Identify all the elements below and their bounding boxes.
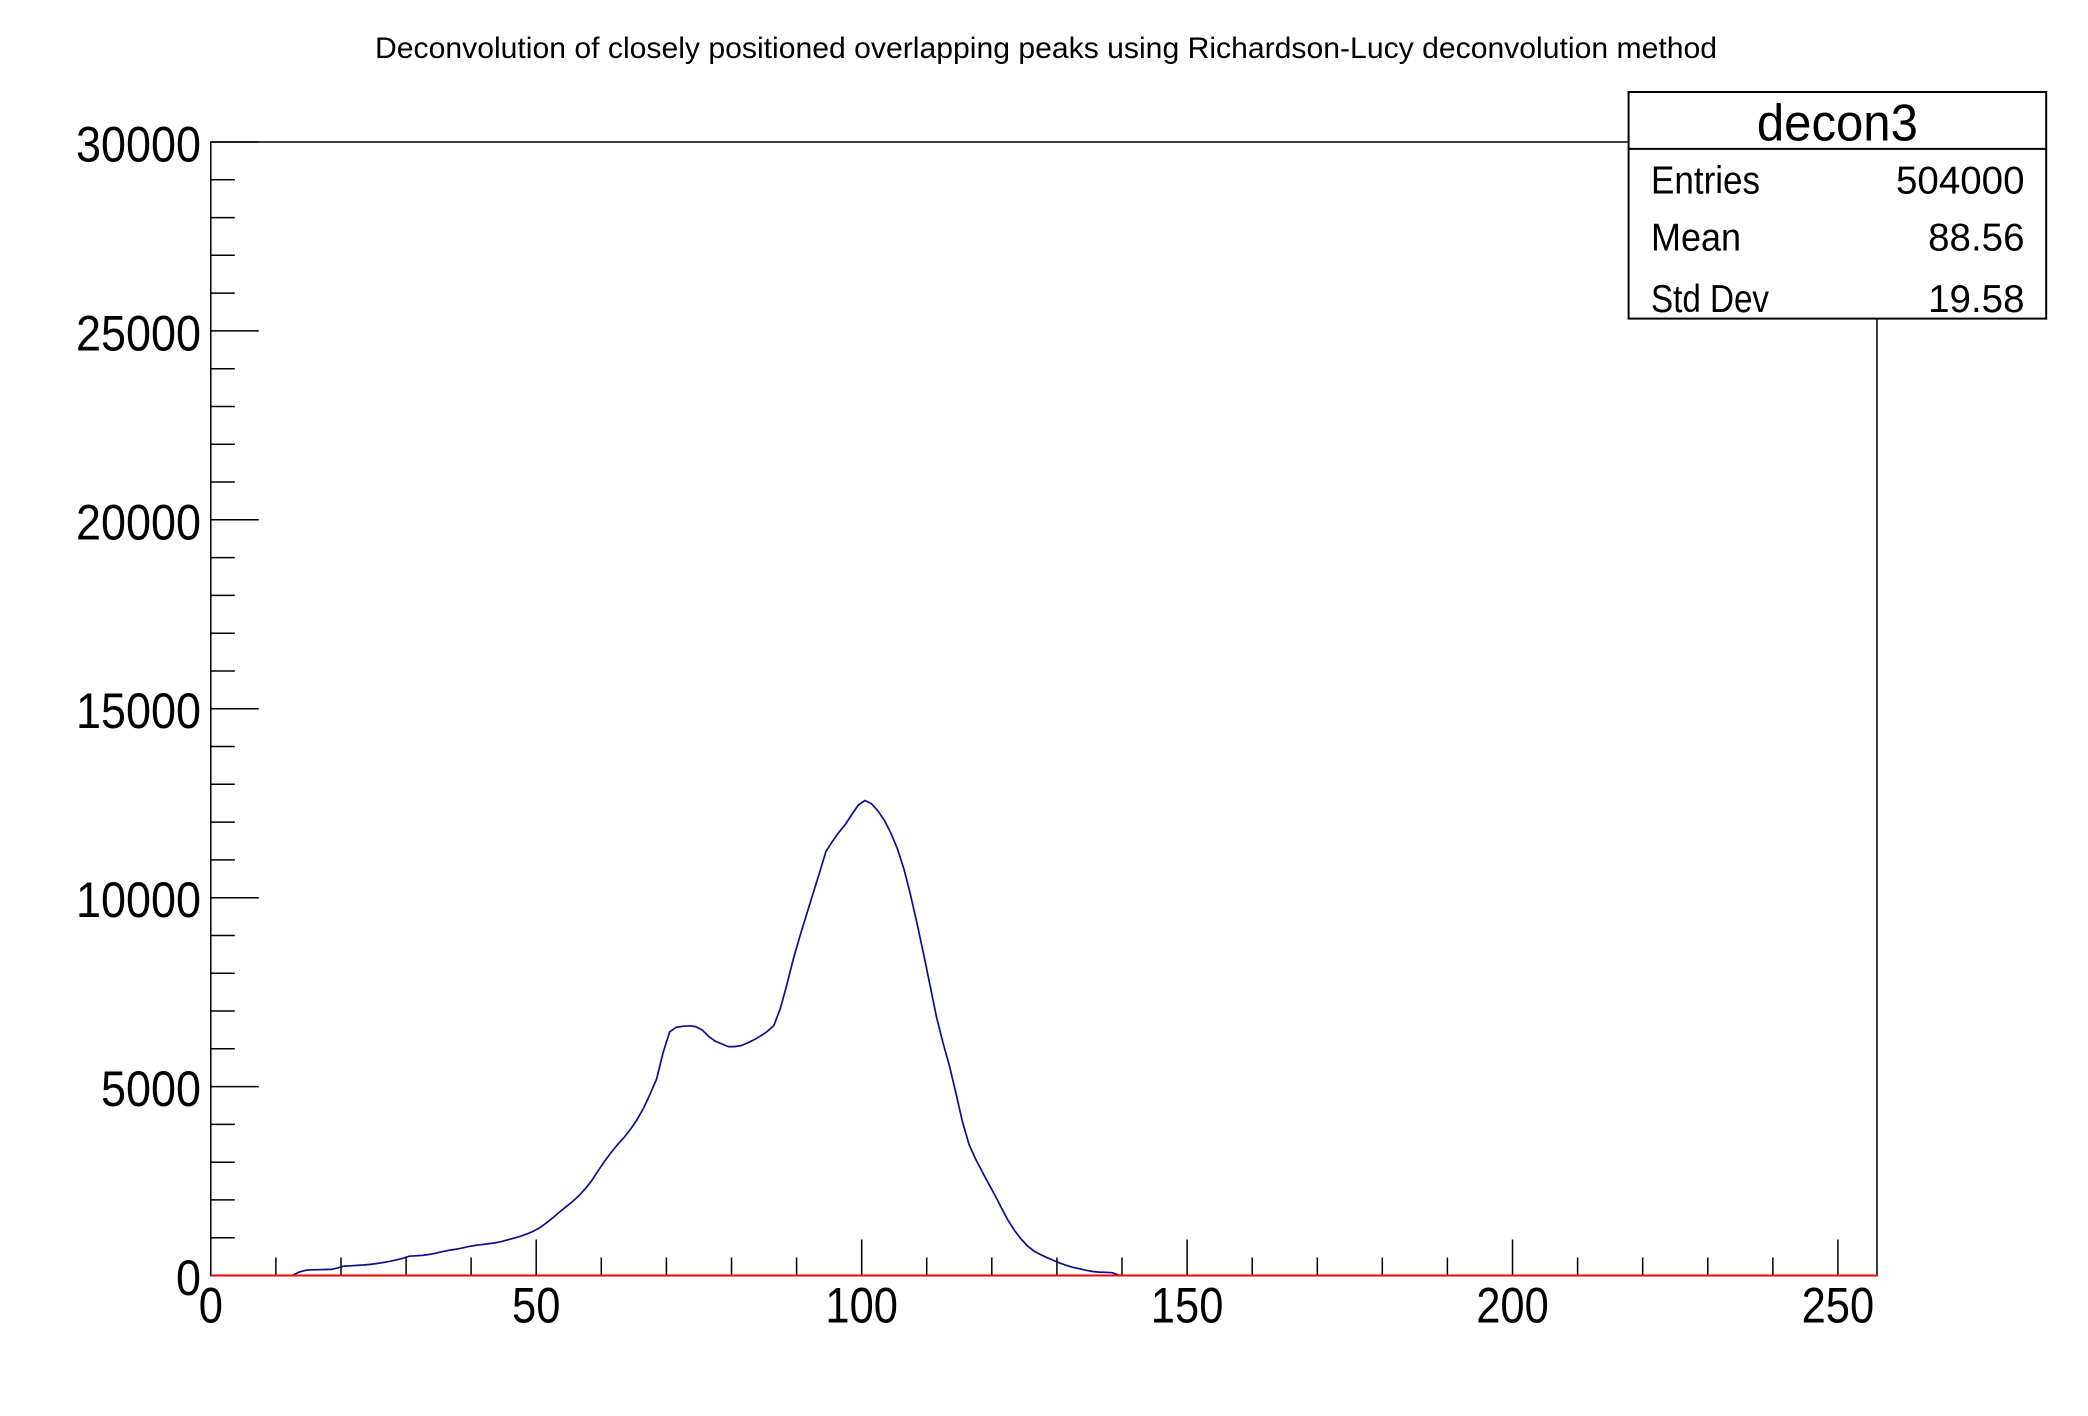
svg-text:5000: 5000 xyxy=(101,1061,201,1117)
svg-text:150: 150 xyxy=(1151,1278,1224,1334)
svg-text:Mean: Mean xyxy=(1651,217,1741,260)
svg-text:Entries: Entries xyxy=(1651,160,1760,203)
svg-text:10000: 10000 xyxy=(76,872,201,928)
svg-text:25000: 25000 xyxy=(76,305,201,361)
svg-text:decon3: decon3 xyxy=(1757,94,1918,152)
svg-text:20000: 20000 xyxy=(76,494,201,550)
svg-text:504000: 504000 xyxy=(1896,160,2024,203)
svg-text:50: 50 xyxy=(512,1278,560,1334)
svg-text:88.56: 88.56 xyxy=(1928,217,2024,260)
svg-text:19.58: 19.58 xyxy=(1928,278,2024,321)
svg-text:250: 250 xyxy=(1802,1278,1875,1334)
svg-text:0: 0 xyxy=(176,1250,201,1306)
svg-text:0: 0 xyxy=(199,1278,223,1334)
svg-text:100: 100 xyxy=(825,1278,898,1334)
svg-text:Std Dev: Std Dev xyxy=(1651,278,1770,321)
svg-text:15000: 15000 xyxy=(76,683,201,739)
svg-text:30000: 30000 xyxy=(76,117,201,173)
svg-text:200: 200 xyxy=(1476,1278,1549,1334)
svg-text:Deconvolution of closely posit: Deconvolution of closely positioned over… xyxy=(375,32,1717,65)
